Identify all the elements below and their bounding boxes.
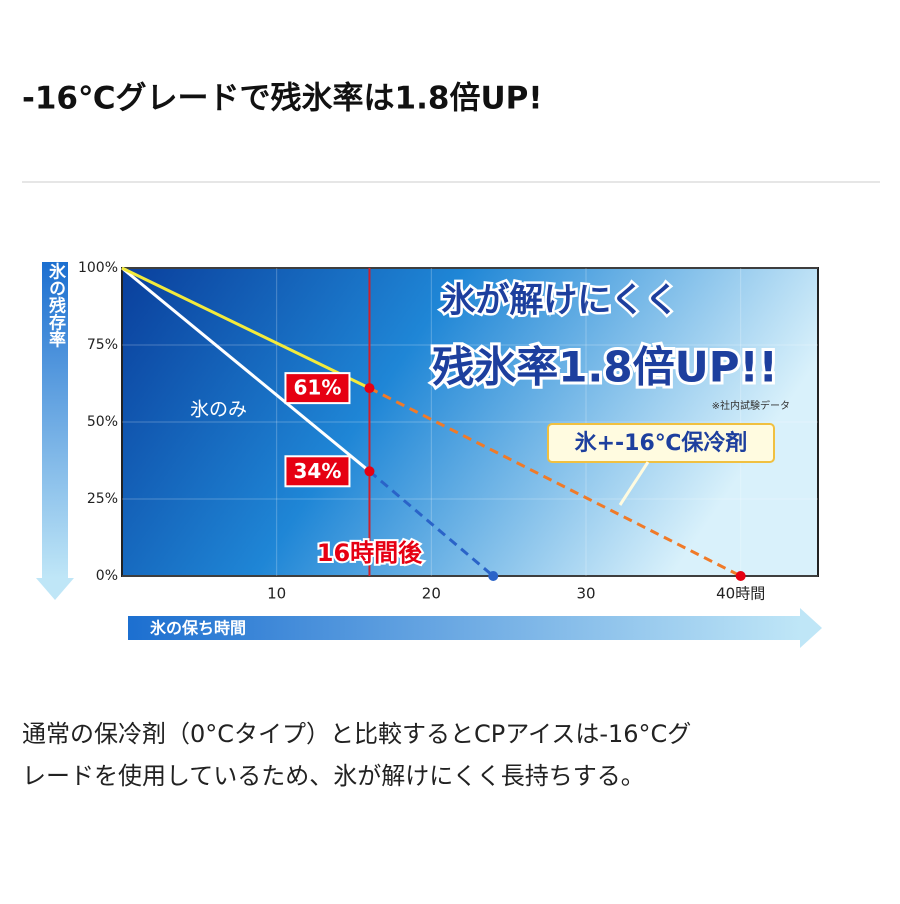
y-arrow xyxy=(42,262,68,578)
legend-label: 氷+-16℃保冷剤 xyxy=(575,430,748,456)
point xyxy=(364,383,375,394)
x-tick-label: 30 xyxy=(576,585,595,603)
series-line xyxy=(368,386,742,578)
annotation-label: 16時間後 xyxy=(317,539,423,567)
y-arrow-head xyxy=(36,578,74,600)
headline-2: 残氷率1.8倍UP!! xyxy=(432,343,778,392)
y-tick-label: 100% xyxy=(78,260,118,276)
y-tick-label: 75% xyxy=(87,337,118,353)
legend-box xyxy=(547,423,775,463)
value-label-box xyxy=(284,455,351,488)
y-tick-label: 0% xyxy=(96,568,118,584)
value-label-box xyxy=(284,372,351,405)
series-line xyxy=(368,470,495,578)
series-line xyxy=(121,266,371,473)
plot-area xyxy=(121,267,819,577)
headline-1: 氷が解けにくく xyxy=(441,281,678,321)
note: ※社内試験データ xyxy=(712,399,790,412)
y-tick-label: 50% xyxy=(87,414,118,430)
description-line: 通常の保冷剤（0°Cタイプ）と比較するとCPアイスは-16°Cグ xyxy=(22,720,691,748)
x-arrow xyxy=(128,616,800,640)
y-tick-label: 25% xyxy=(87,491,118,507)
y-axis-label: 氷の残存率 xyxy=(45,261,66,348)
page-title: -16℃グレードで残氷率は1.8倍UP! xyxy=(22,81,543,117)
series-line xyxy=(121,266,371,390)
x-arrow-head xyxy=(800,608,822,648)
x-axis-label: 氷の保ち時間 xyxy=(150,619,246,638)
legend-label: 氷のみ xyxy=(190,399,247,421)
description-line: レードを使用しているため、氷が解けにくく長持ちする。 xyxy=(22,762,645,790)
value-label: 61% xyxy=(294,376,342,400)
x-tick-label: 10 xyxy=(267,585,286,603)
x-tick-label: 20 xyxy=(422,585,441,603)
point xyxy=(488,571,499,581)
point xyxy=(735,571,746,581)
value-label: 34% xyxy=(294,459,342,483)
point xyxy=(364,466,375,477)
legend-pointer xyxy=(618,461,650,506)
x-tick-label: 40時間 xyxy=(716,585,765,603)
